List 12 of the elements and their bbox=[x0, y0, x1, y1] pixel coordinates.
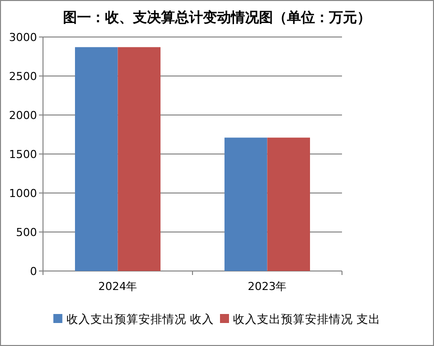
y-tick-label: 1500 bbox=[9, 148, 37, 161]
chart-title: 图一：收、支决算总计变动情况图（单位：万元） bbox=[63, 9, 371, 26]
y-tick-label: 500 bbox=[16, 226, 37, 239]
x-tick-label: 2024年 bbox=[98, 280, 138, 293]
y-tick-label: 2000 bbox=[9, 109, 37, 122]
y-tick-label: 3000 bbox=[9, 31, 37, 44]
legend-label: 收入支出预算安排情况 支出 bbox=[233, 312, 381, 326]
x-tick-label: 2023年 bbox=[248, 280, 287, 293]
legend-label: 收入支出预算安排情况 收入 bbox=[66, 312, 214, 326]
y-tick-label: 2500 bbox=[9, 70, 37, 83]
y-tick-label: 0 bbox=[30, 265, 37, 278]
y-tick-label: 1000 bbox=[9, 187, 37, 200]
